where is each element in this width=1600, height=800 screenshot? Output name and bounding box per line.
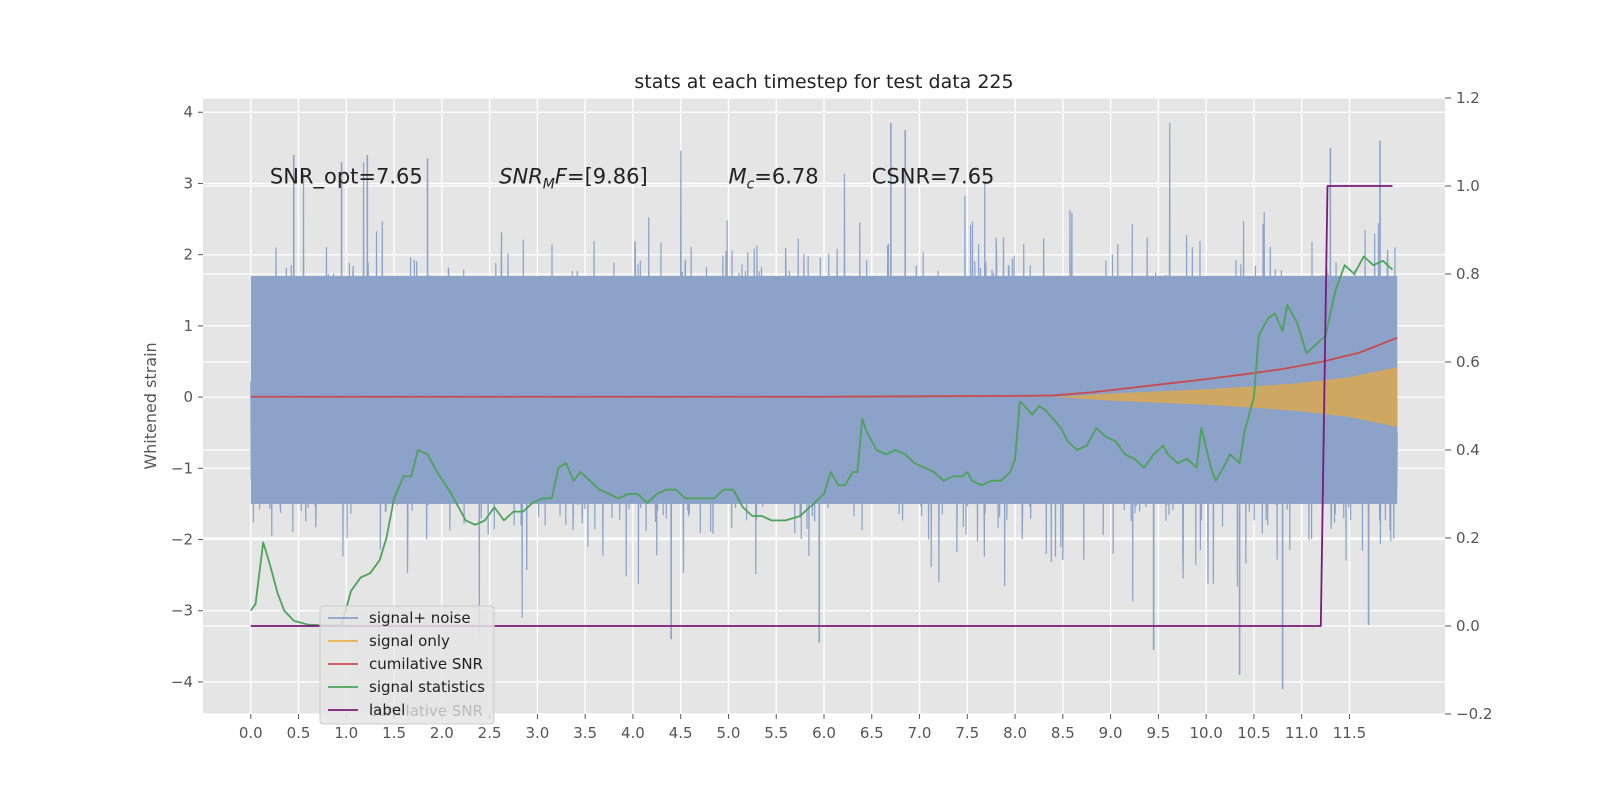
y-right-tick-label-3: 0.4 [1456, 441, 1480, 459]
signal-only-series [1053, 367, 1398, 428]
x-tick-label-13: 6.5 [860, 724, 884, 742]
annotation-2: Mc=6.78 [728, 164, 818, 192]
legend-cumilative-snr-text: cumilative SNR [369, 655, 483, 673]
y-left-tick-label-8: 4 [183, 103, 193, 121]
x-tick-label-19: 9.5 [1146, 724, 1170, 742]
x-tick-label-3: 1.5 [382, 724, 406, 742]
y-axis-label: Whitened strain [141, 342, 160, 469]
x-tick-label-14: 7.0 [908, 724, 932, 742]
cumilative-snr-line [250, 336, 1398, 398]
label-line [250, 185, 1393, 627]
y-left-tick-label-2: −2 [171, 531, 193, 549]
annotation-1: SNRMF=[9.86] [499, 164, 648, 192]
annotations: SNR_opt=7.65 SNRMF=[9.86] Mc=6.78 CSNR=7.65 [270, 164, 995, 192]
x-tick-label-2: 1.0 [334, 724, 358, 742]
legend-signal-noise-text: signal+ noise [369, 609, 471, 627]
x-axis: 0.0 0.5 1.0 1.5 2.0 2.5 3.0 3.5 4.0 4.5 5.0 5.5 6.0 6… [239, 714, 1366, 742]
y-left-tick-label-6: 2 [183, 246, 193, 264]
y-right-tick-label-7: 1.2 [1456, 89, 1480, 107]
y-right-tick-label-4: 0.6 [1456, 353, 1480, 371]
y-axis-left: −4 −3 −2 −1 0 1 2 3 4 [171, 103, 203, 691]
legend-ghost-text: cumilative SNR [369, 702, 483, 720]
legend-signal-only-text: signal only [369, 632, 450, 650]
x-tick-label-4: 2.0 [430, 724, 454, 742]
legend: cumilative SNR signal+ noise signal only cu… [319, 605, 495, 725]
y-left-tick-label-7: 3 [183, 174, 193, 192]
y-right-tick-label-0: −0.2 [1456, 705, 1492, 723]
x-tick-label-1: 0.5 [287, 724, 311, 742]
x-tick-label-20: 10.0 [1189, 724, 1222, 742]
signal-only-area [1053, 367, 1398, 428]
y-axis-right: −0.2 0.0 0.2 0.4 0.6 0.8 1.0 1.2 [1445, 89, 1492, 723]
x-tick-label-5: 2.5 [478, 724, 502, 742]
x-tick-label-9: 4.5 [669, 724, 693, 742]
annotation-0: SNR_opt=7.65 [270, 164, 423, 189]
y-left-tick-label-1: −3 [171, 602, 193, 620]
x-tick-label-10: 5.0 [717, 724, 741, 742]
y-right-tick-label-1: 0.0 [1456, 617, 1480, 635]
signal-noise-line [250, 122, 1398, 634]
legend-box [319, 605, 495, 725]
y-right-tick-label-5: 0.8 [1456, 265, 1480, 283]
y-right-tick-label-2: 0.2 [1456, 529, 1480, 547]
y-left-tick-label-3: −1 [171, 459, 193, 477]
x-tick-label-11: 5.5 [764, 724, 788, 742]
x-tick-label-15: 7.5 [955, 724, 979, 742]
x-tick-label-8: 4.0 [621, 724, 645, 742]
x-tick-label-18: 9.0 [1099, 724, 1123, 742]
right-axis-series [250, 185, 1398, 627]
x-tick-label-7: 3.5 [573, 724, 597, 742]
x-tick-label-17: 8.5 [1051, 724, 1075, 742]
x-tick-label-6: 3.0 [525, 724, 549, 742]
x-tick-label-12: 6.0 [812, 724, 836, 742]
y-left-tick-label-4: 0 [183, 388, 193, 406]
signal-statistics-line [250, 255, 1394, 627]
y-left-tick-label-0: −4 [171, 673, 193, 691]
x-tick-label-23: 11.5 [1333, 724, 1366, 742]
y-right-tick-label-6: 1.0 [1456, 177, 1480, 195]
legend-label-text: label [369, 701, 405, 719]
x-tick-label-22: 11.0 [1285, 724, 1318, 742]
x-tick-label-0: 0.0 [239, 724, 263, 742]
y-left-tick-label-5: 1 [183, 317, 193, 335]
x-tick-label-21: 10.5 [1237, 724, 1270, 742]
legend-signal-statistics-text: signal statistics [369, 678, 485, 696]
chart-title: stats at each timestep for test data 225 [634, 71, 1013, 93]
x-tick-label-16: 8.0 [1003, 724, 1027, 742]
annotation-3: CSNR=7.65 [872, 164, 995, 188]
